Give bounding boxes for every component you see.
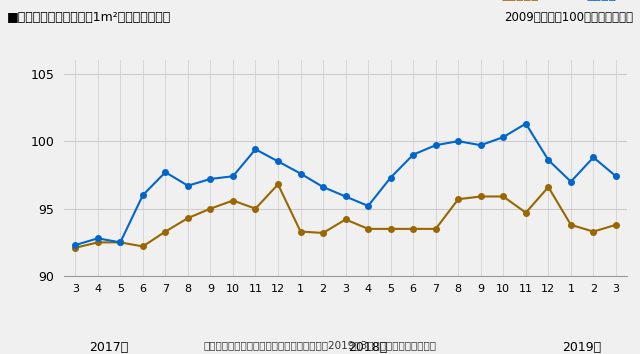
アパート bbox=[161, 170, 169, 174]
アパート bbox=[612, 174, 620, 178]
マンション bbox=[522, 211, 530, 215]
Text: 2018年: 2018年 bbox=[349, 341, 388, 354]
マンション bbox=[545, 185, 552, 189]
マンション bbox=[432, 227, 440, 231]
マンション bbox=[342, 217, 349, 222]
アパート bbox=[274, 159, 282, 164]
マンション bbox=[184, 216, 192, 220]
アパート bbox=[454, 139, 462, 143]
マンション bbox=[364, 227, 372, 231]
アパート bbox=[252, 147, 259, 152]
マンション bbox=[274, 182, 282, 187]
マンション bbox=[207, 206, 214, 211]
マンション bbox=[252, 206, 259, 211]
Line: マンション: マンション bbox=[72, 182, 619, 251]
マンション bbox=[589, 229, 597, 234]
Text: 出典：「首都圏の居住用賃貸物件成約動向（2019年3月）」アットホーム調べ: 出典：「首都圏の居住用賃貸物件成約動向（2019年3月）」アットホーム調べ bbox=[204, 341, 436, 350]
アパート bbox=[342, 194, 349, 199]
アパート bbox=[207, 177, 214, 181]
アパート bbox=[499, 135, 507, 139]
マンション bbox=[116, 240, 124, 245]
アパート bbox=[477, 143, 484, 147]
Text: 2017年: 2017年 bbox=[90, 341, 129, 354]
マンション bbox=[72, 246, 79, 250]
マンション bbox=[229, 198, 237, 202]
マンション bbox=[319, 231, 327, 235]
アパート bbox=[567, 179, 575, 184]
アパート bbox=[139, 193, 147, 197]
アパート bbox=[94, 236, 102, 240]
アパート bbox=[364, 204, 372, 208]
Text: ■成約賃料指数の推移（1m²あたり首都圏）: ■成約賃料指数の推移（1m²あたり首都圏） bbox=[6, 11, 171, 24]
マンション bbox=[94, 240, 102, 245]
Line: アパート: アパート bbox=[72, 121, 619, 248]
マンション bbox=[477, 194, 484, 199]
アパート bbox=[297, 171, 305, 176]
マンション bbox=[499, 194, 507, 199]
アパート bbox=[589, 155, 597, 159]
Text: 2019年: 2019年 bbox=[563, 341, 602, 354]
アパート bbox=[319, 185, 327, 189]
Legend: マンション, アパート: マンション, アパート bbox=[461, 0, 621, 7]
アパート bbox=[184, 184, 192, 188]
マンション bbox=[612, 223, 620, 227]
アパート bbox=[432, 143, 440, 147]
アパート bbox=[229, 174, 237, 178]
マンション bbox=[297, 229, 305, 234]
アパート bbox=[387, 176, 394, 180]
Text: 2009年各月を100とした賃料指数: 2009年各月を100とした賃料指数 bbox=[504, 11, 634, 24]
アパート bbox=[72, 243, 79, 247]
マンション bbox=[387, 227, 394, 231]
マンション bbox=[139, 244, 147, 249]
アパート bbox=[116, 240, 124, 245]
マンション bbox=[410, 227, 417, 231]
アパート bbox=[522, 121, 530, 126]
マンション bbox=[161, 229, 169, 234]
マンション bbox=[567, 223, 575, 227]
アパート bbox=[410, 153, 417, 157]
マンション bbox=[454, 197, 462, 201]
アパート bbox=[545, 158, 552, 162]
